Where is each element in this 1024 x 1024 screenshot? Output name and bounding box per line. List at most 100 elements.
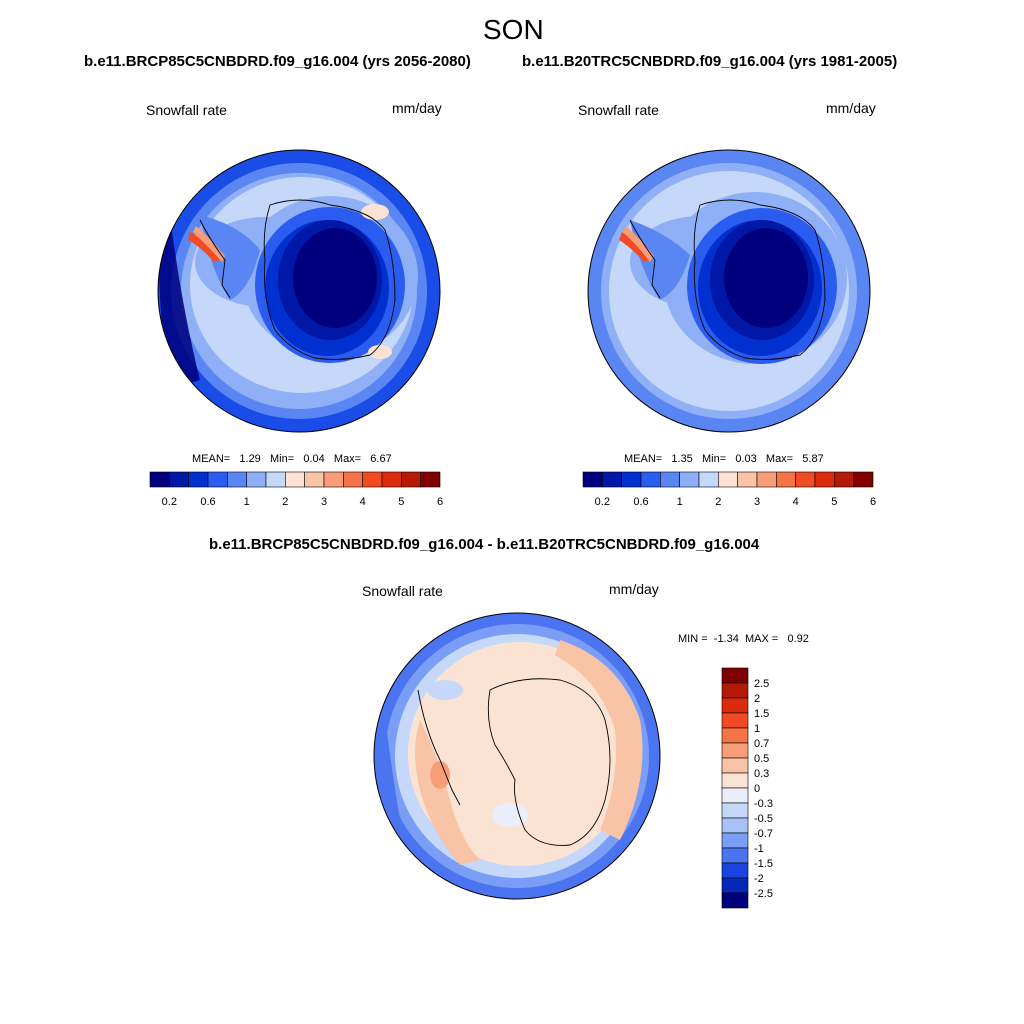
left-colorbar-swatch [227,471,247,488]
left-colorbar-swatch [188,471,209,488]
diff-colorbar-swatch [721,772,749,789]
diff-colorbar-swatch [721,877,749,894]
diff-colorbar-tick-label: 0.3 [754,768,769,780]
right-colorbar-tick-label: 6 [870,496,876,508]
diff-units-label: mm/day [609,581,659,597]
diff-max-value: 0.92 [787,633,809,645]
right-colorbar-swatch [621,471,642,488]
left-mean-value: 1.29 [239,453,261,465]
right-colorbar-tick-label: 4 [793,496,799,508]
diff-variable-label: Snowfall rate [362,583,443,599]
diff-colorbar-swatch [721,847,749,864]
diff-colorbar-swatch [721,832,749,849]
left-min-label: Min= [269,453,295,465]
right-min-label: Min= [701,453,727,465]
difference-colorbar: 2.5 2 1.5 1 0.7 0.5 0.3 0 -0.3 -0.5 -0.7 -1 -1.5 -2 -2… [721,667,773,909]
diff-colorbar-swatch [721,892,749,909]
right-colorbar-swatch [814,471,835,488]
difference-panel-title: b.e11.BRCP85C5CNBDRD.f09_g16.004 - b.e11… [209,536,760,553]
difference-map-field [374,613,660,899]
left-colorbar-tick-label: 0.6 [200,496,215,508]
diff-max-label: MAX = [744,633,779,645]
right-colorbar-swatch [582,471,603,488]
diff-colorbar-tick-label: -1 [754,843,764,855]
diff-colorbar-tick-label: 0 [754,783,760,795]
diff-min-label: MIN = [678,633,708,645]
right-colorbar-swatch [776,471,796,488]
diff-colorbar-tick-label: 2 [754,693,760,705]
left-colorbar-tick-label: 0.2 [162,496,177,508]
diff-colorbar-tick-label: -2 [754,873,764,885]
diff-colorbar-swatch [721,727,749,744]
left-colorbar-swatch [323,471,344,488]
diff-colorbar-swatch [721,802,749,819]
right-colorbar-swatch [698,471,719,488]
diff-colorbar-tick-label: -0.3 [754,798,773,810]
right-stats: MEAN= 1.35 Min= 0.03 Max= 5.87 [624,453,824,465]
right-min-value: 0.03 [735,453,757,465]
left-colorbar-tick-label: 6 [437,496,443,508]
diff-min-value: -1.34 [713,633,739,645]
left-colorbar-tick-label: 4 [360,496,366,508]
right-mean-value: 1.35 [671,453,693,465]
right-colorbar-swatch [834,471,854,488]
right-colorbar-tick-label: 5 [831,496,837,508]
right-mean-label: MEAN= [624,453,663,465]
diff-colorbar-tick-label: 2.5 [754,678,769,690]
diff-colorbar-swatch [721,712,749,729]
left-colorbar-tick-label: 5 [398,496,404,508]
diff-colorbar-swatch [721,817,749,834]
right-colorbar: 0.2 0.6 1 2 3 4 5 6 [582,471,876,508]
right-colorbar-swatch [756,471,777,488]
left-colorbar-swatch [362,471,383,488]
diff-colorbar-swatch [721,742,749,759]
right-map-field [588,150,870,432]
left-max-value: 6.67 [370,453,392,465]
diff-colorbar-swatch [721,682,749,699]
right-max-label: Max= [765,453,794,465]
left-colorbar-swatch [207,471,228,488]
left-colorbar-tick-label: 2 [282,496,288,508]
left-mean-label: MEAN= [192,453,231,465]
right-colorbar-swatch [660,471,680,488]
left-colorbar-swatch [149,471,170,488]
right-colorbar-swatch [853,471,874,488]
right-colorbar-tick-label: 0.2 [595,496,610,508]
diff-colorbar-tick-label: 0.7 [754,738,769,750]
left-panel-title: b.e11.BRCP85C5CNBDRD.f09_g16.004 (yrs 20… [84,53,471,70]
diff-colorbar-swatch [721,862,749,879]
left-colorbar-tick-label: 3 [321,496,327,508]
left-colorbar-swatch [246,471,267,488]
left-max-label: Max= [333,453,362,465]
diff-stats: MIN = -1.34 MAX = 0.92 [678,633,809,645]
right-units-label: mm/day [826,100,876,116]
left-colorbar-swatch [265,471,286,488]
left-map-field [158,150,440,432]
right-panel-title: b.e11.B20TRC5CNBDRD.f09_g16.004 (yrs 198… [522,53,898,70]
left-colorbar-swatch [420,471,441,488]
diff-colorbar-tick-label: -2.5 [754,888,773,900]
left-colorbar-swatch [343,471,363,488]
right-colorbar-swatch [718,471,738,488]
right-colorbar-tick-label: 1 [677,496,683,508]
diff-colorbar-swatch [721,667,749,684]
left-colorbar-swatch [381,471,402,488]
left-stats: MEAN= 1.29 Min= 0.04 Max= 6.67 [192,453,392,465]
right-colorbar-tick-label: 3 [754,496,760,508]
left-colorbar-swatch [285,471,305,488]
left-colorbar-swatch [169,471,189,488]
right-max-value: 5.87 [802,453,824,465]
left-min-value: 0.04 [303,453,325,465]
diff-colorbar-tick-label: 1.5 [754,708,769,720]
right-colorbar-swatch [679,471,700,488]
right-colorbar-swatch [795,471,816,488]
left-units-label: mm/day [392,100,442,116]
diff-colorbar-tick-label: -0.7 [754,828,773,840]
diff-colorbar-tick-label: 0.5 [754,753,769,765]
right-colorbar-tick-label: 0.6 [633,496,648,508]
right-colorbar-tick-label: 2 [715,496,721,508]
diff-colorbar-tick-label: 1 [754,723,760,735]
right-colorbar-swatch [602,471,622,488]
